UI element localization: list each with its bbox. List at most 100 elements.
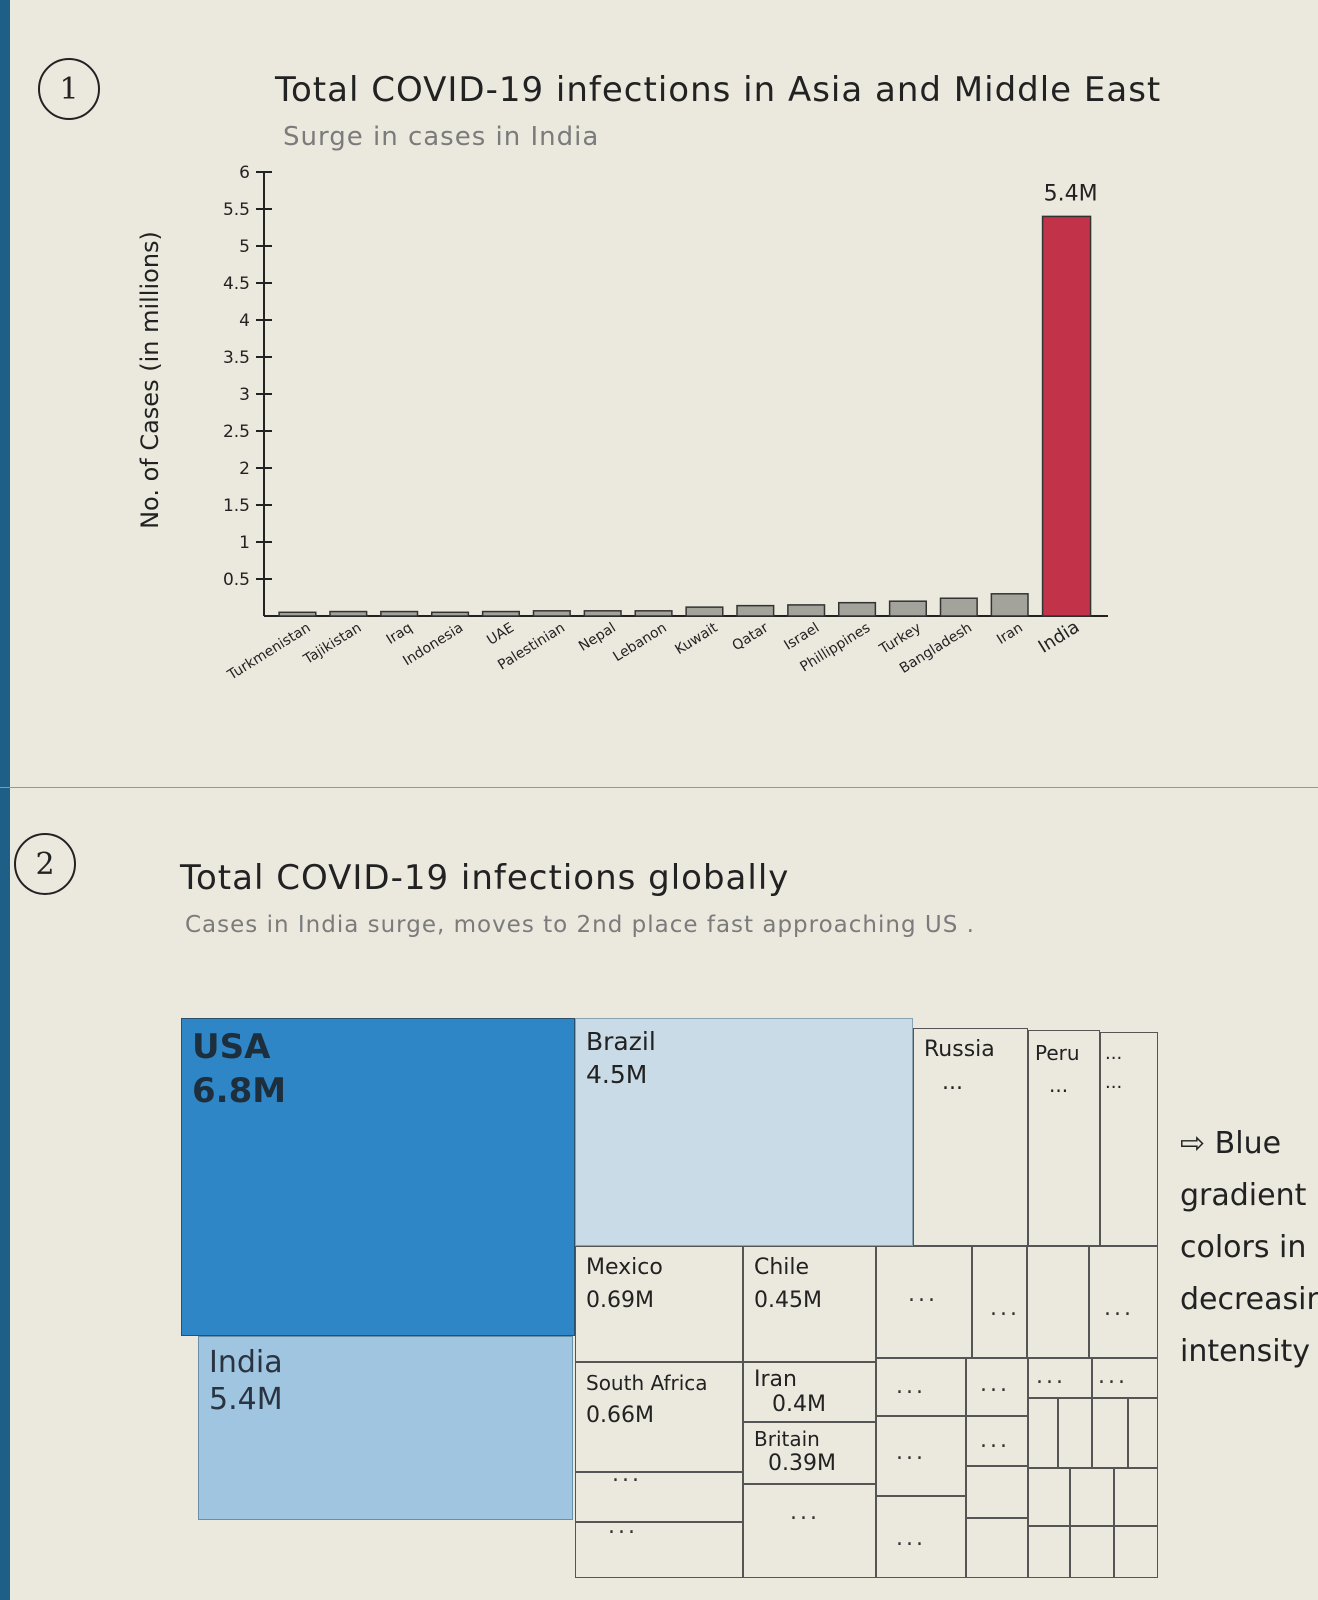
bar [685,606,724,617]
section-divider [0,787,1318,788]
treemap-cell-small [1128,1398,1158,1468]
treemap-ellipsis: ... [896,1374,926,1399]
treemap-cell-small [876,1246,972,1358]
treemap-cell-small [1027,1246,1089,1358]
treemap-cell-britain: Britain 0.39M [743,1422,876,1484]
cell-label: Britain [754,1427,820,1451]
cell-value: 0.45M [754,1288,822,1313]
chart-1-title: Total COVID-19 infections in Asia and Mi… [275,70,1162,110]
bar [481,610,521,617]
treemap-ellipsis: ... [980,1428,1010,1453]
treemap-cell-other: ... ... [1100,1032,1158,1246]
y-tick-label: 1 [239,533,250,553]
treemap-cell-small [972,1246,1027,1358]
y-tick-label: 2 [239,459,250,479]
cell-value: 0.4M [772,1392,826,1417]
treemap-cell-small [1092,1398,1128,1468]
treemap-cell-small [1028,1526,1070,1578]
treemap-cell-brazil: Brazil 4.5M [575,1018,913,1246]
treemap-cell-small [1070,1526,1114,1578]
treemap-cell-iran: Iran 0.4M [743,1362,876,1422]
chart-1-number: 1 [38,58,100,120]
bar [583,610,622,617]
treemap-cell-small [1114,1526,1158,1578]
x-tick-label: Iran [994,620,1026,648]
cell-value: 0.66M [586,1403,654,1428]
cell-value: ... [1049,1073,1069,1097]
treemap-ellipsis: ... [990,1296,1020,1321]
bar [888,600,928,617]
treemap-ellipsis: ... [1036,1364,1066,1389]
cell-ellipsis: ... [1105,1072,1123,1093]
chart-2-number: 2 [14,833,76,895]
page-edge [0,0,10,1600]
treemap-cell-russia: Russia ... [913,1028,1028,1246]
treemap-cell-small [966,1518,1028,1578]
treemap-cell-small [966,1358,1028,1416]
y-tick-label: 3.5 [223,348,250,368]
x-tick-label: Qatar [730,620,772,655]
y-tick-label: 4 [239,311,250,331]
treemap-cell-small [575,1472,743,1522]
x-tick-label: Iraq [384,620,416,648]
treemap-cell-small [743,1484,876,1578]
x-tick-label: Tajikistan [300,620,364,668]
y-tick-label: 3 [239,385,250,405]
y-tick-label: 5.5 [223,200,250,220]
treemap-cell-usa: USA 6.8M [181,1018,575,1336]
x-tick-label: Lebanon [610,620,669,665]
bar [532,610,571,617]
cell-label: Peru [1035,1041,1080,1065]
treemap-cell-small [966,1466,1028,1518]
treemap-ellipsis: ... [896,1526,926,1551]
bar [278,611,317,617]
treemap-ellipsis: ... [908,1282,938,1307]
cell-label: Russia [924,1037,995,1062]
treemap-cell-small [1028,1398,1058,1468]
bar [430,611,470,617]
bar [837,601,877,617]
bar-chart: 0.5 1 1.5 2 2.5 3 3.5 4 4.5 5 5.5 6 No. of Cases (in… [136,163,1108,684]
treemap-cell-small [876,1358,966,1416]
treemap-cell-small [966,1416,1028,1466]
treemap-ellipsis: ... [790,1500,820,1525]
y-axis-label: No. of Cases (in millions) [136,231,164,529]
treemap-cell-chile: Chile 0.45M [743,1246,876,1362]
chart-1-subtitle: Surge in cases in India [283,122,600,152]
treemap-cell-small [1070,1468,1114,1526]
bar [939,597,978,617]
cell-label: USA [192,1027,271,1067]
x-tick-label: Kuwait [672,620,721,659]
cell-value: 0.69M [586,1288,654,1313]
y-tick-label: 0.5 [223,570,250,590]
cell-label: Chile [754,1255,810,1280]
cell-value: 6.8M [192,1071,287,1111]
cell-label: South Africa [586,1371,708,1395]
y-tick-label: 6 [239,163,250,183]
treemap-cell-small [1092,1358,1158,1398]
treemap-ellipsis: ... [1098,1364,1128,1389]
cell-label: Mexico [586,1255,663,1280]
chart-2-title: Total COVID-19 infections globally [180,858,790,898]
bar [380,610,419,617]
x-tick-label: UAE [484,620,517,649]
cell-value: 4.5M [586,1060,648,1089]
bar [634,610,673,617]
treemap-cell-mexico: Mexico 0.69M [575,1246,743,1362]
cell-ellipsis: ... [1105,1043,1123,1064]
y-tick-label: 5 [239,237,250,257]
treemap-ellipsis: ... [1104,1296,1134,1321]
treemap-cell-small [1114,1468,1158,1526]
cell-value: 0.39M [768,1451,836,1476]
cell-label: Brazil [586,1027,656,1056]
treemap-cell-small [1028,1358,1092,1398]
cell-label: Iran [754,1367,797,1392]
treemap-cell-small [1028,1468,1070,1526]
treemap-ellipsis: ... [612,1462,642,1487]
treemap-ellipsis: ... [608,1514,638,1539]
bar [736,604,775,617]
bar [1041,215,1092,617]
treemap-cell-peru: Peru ... [1028,1030,1100,1246]
treemap-ellipsis: ... [896,1440,926,1465]
data-label: 5.4M [1044,181,1098,206]
